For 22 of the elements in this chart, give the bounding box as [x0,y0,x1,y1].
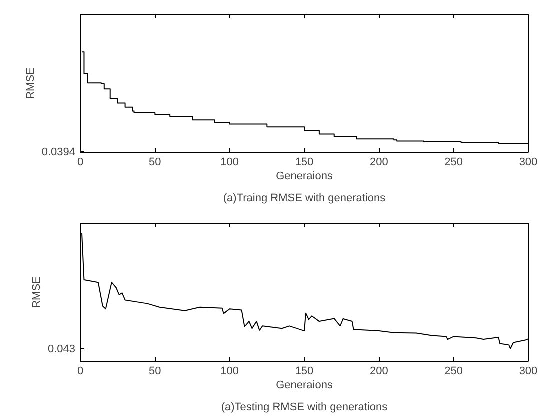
x-tick-label: 0 [77,156,84,168]
text: (a)Testing RMSE with generations [221,402,388,414]
x-tick-label: 50 [149,156,162,168]
x-tick-label: 150 [295,156,314,168]
x-tick-label: 200 [370,366,388,378]
x-tick-label: 300 [519,156,538,168]
x-axis-title: Generaions [276,170,334,182]
x-tick-label: 150 [295,366,314,378]
y-axis-title: RMSE [30,276,43,308]
text: 0.0394 [42,146,76,159]
y-axis-title: RMSE [24,68,37,100]
x-axis-title: Generaions [276,380,334,392]
x-tick-label: 0 [77,366,84,378]
text: (a)Traing RMSE with generations [223,192,386,204]
x-tick-label: 300 [519,366,538,378]
x-tick-label: 250 [444,366,464,378]
text: 0.043 [48,344,76,356]
x-tick-label: 200 [370,156,388,168]
x-tick-label: 50 [149,366,162,378]
x-tick-label: 100 [220,366,240,378]
x-tick-label: 100 [220,156,240,168]
x-tick-label: 250 [444,156,464,168]
